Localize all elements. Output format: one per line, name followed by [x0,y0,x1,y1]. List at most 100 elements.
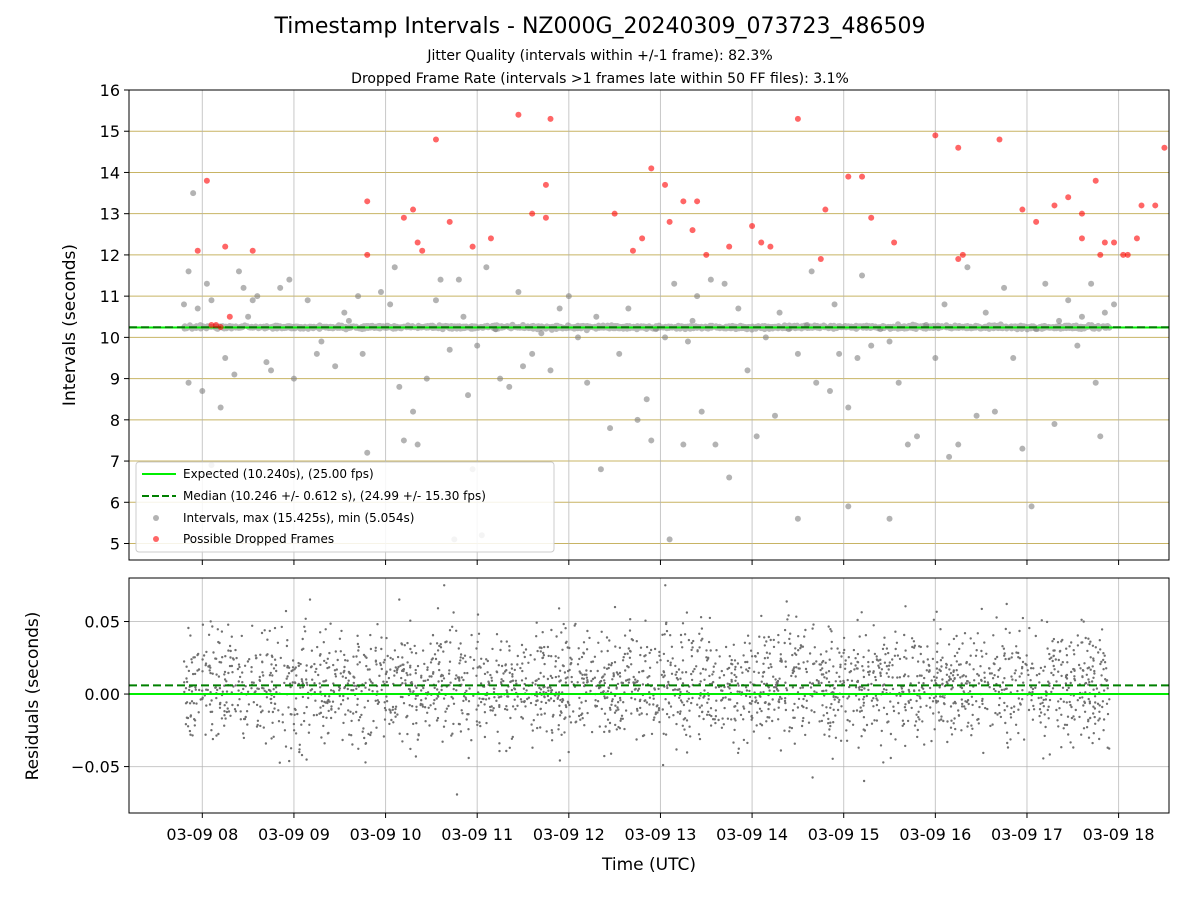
interval-point [1078,313,1085,320]
interval-point [396,383,403,390]
dropped-frame-point [1152,202,1159,209]
y-tick-label: 9 [110,370,120,389]
dropped-frame-point [817,256,824,263]
interval-point [1001,284,1008,291]
x-tick-label: 03-09 09 [258,825,330,844]
interval-point [465,392,472,399]
dropped-frame-point [1120,251,1127,258]
interval-point [208,297,215,304]
interval-point [240,284,247,291]
x-tick-label: 03-09 14 [716,825,788,844]
interval-point [671,280,678,287]
dropped-frame-rate-subtitle: Dropped Frame Rate (intervals >1 frames … [351,71,849,87]
interval-point [565,293,572,300]
interval-point [886,515,893,522]
dropped-frame-point [648,165,655,172]
interval-point [529,350,536,357]
dropped-frame-point [547,115,554,122]
x-tick-label: 03-09 13 [624,825,696,844]
interval-point [597,466,604,473]
dropped-frame-point [1019,206,1026,213]
interval-point [808,268,815,275]
interval-point [506,383,513,390]
interval-point [446,346,453,353]
intervals-y-axis-label: Intervals (seconds) [60,244,80,406]
interval-point [694,293,701,300]
interval-point [1088,280,1095,287]
interval-point [547,367,554,374]
interval-point [1019,445,1026,452]
interval-point [538,330,545,337]
dropped-frame-point [194,247,201,254]
interval-point [194,305,201,312]
interval-point [776,309,783,316]
interval-point [854,354,861,361]
y-tick-label: 13 [100,205,120,224]
interval-point [771,412,778,419]
interval-point [574,334,581,341]
interval-point [886,338,893,345]
residuals-y-axis-label: Residuals (seconds) [23,612,43,781]
interval-point [831,301,838,308]
dropped-frame-point [955,256,962,263]
dropped-frame-point [469,243,476,250]
x-tick-label: 03-09 18 [1083,825,1155,844]
interval-point [991,408,998,415]
interval-point [277,284,284,291]
residuals-gridlines [129,578,1169,813]
interval-point [235,268,242,275]
y-tick-label: 12 [100,246,120,265]
interval-point [391,264,398,271]
interval-point [254,293,261,300]
interval-point [753,433,760,440]
interval-point [826,387,833,394]
y-tick-label: 7 [110,452,120,471]
dropped-frame-point [767,243,774,250]
interval-point [1028,503,1035,510]
interval-point [648,437,655,444]
dropped-frame-point [959,251,966,258]
dropped-frame-points [194,111,1168,331]
interval-point [1051,420,1058,427]
dropped-frame-point [639,235,646,242]
intervals-y-ticks: 5 6 7 8 9 10 11 12 13 14 15 16 [100,81,129,554]
y-tick-label: 15 [100,122,120,141]
interval-point [1074,342,1081,349]
dropped-frame-point [364,198,371,205]
residuals-plot-frame [128,577,1170,814]
dropped-frame-point [629,247,636,254]
dropped-frame-point [1101,239,1108,246]
dropped-frame-point [1065,194,1072,201]
interval-point [313,350,320,357]
interval-point [460,313,467,320]
interval-point [721,280,728,287]
interval-point [868,342,875,349]
interval-point [414,441,421,448]
legend-box [135,461,555,553]
interval-point [666,536,673,543]
interval-point [359,350,366,357]
legend-intervals-swatch [153,515,159,521]
interval-point [199,387,206,394]
interval-point [1111,301,1118,308]
interval-point [185,379,192,386]
dropped-frame-point [611,210,618,217]
interval-point [190,190,197,197]
interval-point [1042,280,1049,287]
interval-point [180,301,187,308]
interval-point [483,264,490,271]
dropped-frame-point [749,223,756,230]
dropped-frame-point [794,115,801,122]
dropped-frame-point [822,206,829,213]
interval-point [387,301,394,308]
dropped-frame-point [1078,210,1085,217]
dropped-frame-point [758,239,765,246]
interval-point [410,408,417,415]
legend: Expected (10.240s), (25.00 fps) Median (… [135,461,555,553]
dropped-frame-point [1124,251,1131,258]
interval-point [245,313,252,320]
interval-point [400,437,407,444]
interval-point [520,363,527,370]
dropped-frame-point [1092,177,1099,184]
